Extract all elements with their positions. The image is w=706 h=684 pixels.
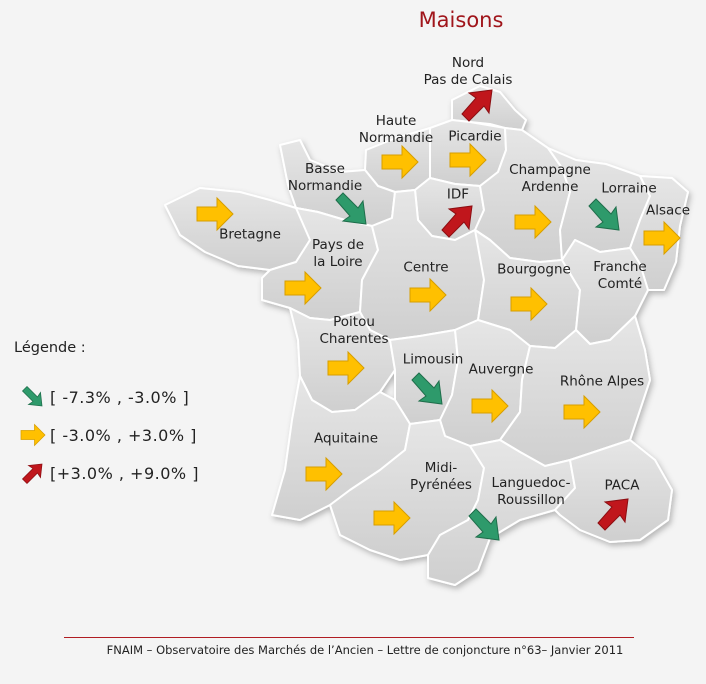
arrow-up-right-icon: [438, 200, 478, 240]
footer-source: FNAIM – Observatoire des Marchés de l’An…: [106, 643, 624, 657]
region-label-haute-normandie: Haute Normandie: [358, 113, 434, 146]
arrow-right-icon: [20, 423, 46, 447]
arrow-right-icon: [562, 392, 602, 432]
region-label-rhone-alpes: Rhône Alpes: [559, 373, 645, 390]
arrow-right-icon: [283, 268, 323, 308]
region-label-midi-pyrenees: Midi- Pyrénées: [410, 460, 472, 493]
legend-title: Légende :: [14, 340, 86, 356]
region-label-picardie: Picardie: [448, 128, 502, 145]
arrow-right-icon: [326, 348, 366, 388]
arrow-down-right-icon: [21, 385, 43, 407]
arrow-right-icon: [380, 142, 420, 182]
arrow-down-right-icon: [332, 190, 372, 230]
arrow-right-icon: [470, 386, 510, 426]
region-franche-comte[interactable]: [561, 239, 649, 345]
region-label-champagne-ardenne: Champagne Ardenne: [509, 162, 591, 195]
region-label-aquitaine: Aquitaine: [313, 430, 379, 447]
legend-item-increase: [+3.0% , +9.0% ]: [14, 454, 199, 492]
region-paca[interactable]: [554, 439, 673, 543]
legend-label-decrease: [ -7.3% , -3.0% ]: [50, 387, 190, 407]
region-label-bretagne: Bretagne: [219, 226, 281, 243]
map-title: Maisons: [418, 8, 504, 32]
region-label-franche-comte: Franche Comté: [593, 259, 647, 292]
arrow-down-right-icon: [585, 196, 625, 236]
arrow-up-right-icon: [458, 84, 498, 124]
region-label-lorraine: Lorraine: [601, 180, 657, 197]
region-label-paca: PACA: [604, 477, 640, 494]
arrow-right-icon: [408, 275, 448, 315]
region-label-basse-normandie: Basse Normandie: [287, 161, 363, 194]
legend-label-increase: [+3.0% , +9.0% ]: [50, 463, 199, 483]
region-label-idf: IDF: [446, 186, 470, 203]
arrow-right-icon: [195, 194, 235, 234]
arrow-right-icon: [448, 140, 488, 180]
arrow-up-right-icon: [21, 463, 43, 485]
arrow-right-icon: [304, 454, 344, 494]
arrow-right-icon: [372, 498, 412, 538]
arrow-right-icon: [642, 218, 682, 258]
region-label-limousin: Limousin: [402, 351, 464, 368]
legend-item-decrease: [ -7.3% , -3.0% ]: [14, 378, 199, 416]
legend-item-stable: [ -3.0% , +3.0% ]: [14, 416, 199, 454]
region-label-auvergne: Auvergne: [468, 361, 534, 378]
region-label-centre: Centre: [403, 259, 449, 276]
arrow-right-icon: [509, 284, 549, 324]
region-label-poitou-charentes: Poitou Charentes: [319, 314, 389, 347]
region-label-nord-pas-de-calais: Nord Pas de Calais: [423, 55, 513, 88]
region-label-languedoc-roussillon: Languedoc- Roussillon: [491, 475, 571, 508]
region-label-pays-de-la-loire: Pays de la Loire: [312, 237, 364, 270]
region-rhone-alpes[interactable]: [499, 315, 651, 467]
arrow-down-right-icon: [408, 370, 448, 410]
region-label-bourgogne: Bourgogne: [497, 261, 571, 278]
arrow-up-right-icon: [594, 493, 634, 533]
legend-label-stable: [ -3.0% , +3.0% ]: [50, 425, 197, 445]
legend: Légende : [ -7.3% , -3.0% ] [ -3.0% , +3…: [14, 340, 199, 492]
arrow-right-icon: [513, 202, 553, 242]
arrow-down-right-icon: [465, 506, 505, 546]
region-label-alsace: Alsace: [645, 202, 691, 219]
footer-divider: [64, 637, 634, 638]
